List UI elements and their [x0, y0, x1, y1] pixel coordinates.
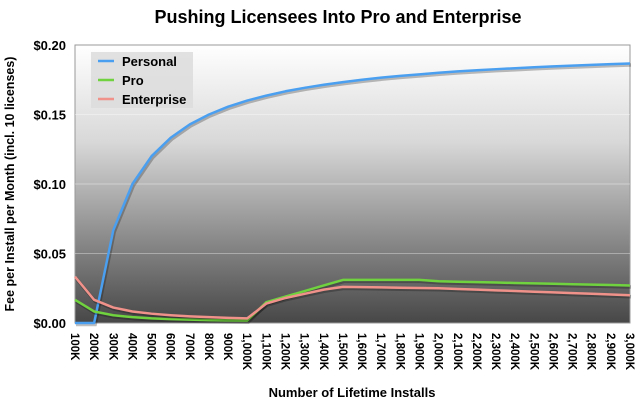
x-tick-label: 300K — [106, 333, 118, 361]
y-axis-label: Fee per Install per Month (incl. 10 lice… — [3, 57, 17, 312]
x-tick-label: 900K — [221, 333, 233, 361]
series-line-enterprise — [74, 275, 631, 320]
x-tick-label: 2,500K — [527, 333, 539, 371]
chart-title: Pushing Licensees Into Pro and Enterpris… — [154, 7, 521, 27]
legend-label: Enterprise — [122, 92, 186, 107]
x-tick-label: 400K — [125, 333, 137, 361]
legend-label: Personal — [122, 54, 177, 69]
x-tick-label: 2,900K — [604, 333, 616, 371]
x-axis-label: Number of Lifetime Installs — [269, 385, 436, 400]
y-tick-label: $0.20 — [33, 38, 66, 53]
x-tick-label: 2,800K — [585, 333, 597, 371]
series-shadow — [76, 63, 632, 327]
x-tick-label: 2,400K — [508, 333, 520, 371]
x-tick-label: 2,600K — [546, 333, 558, 371]
x-tick-label: 1,300K — [298, 333, 310, 371]
x-tick-label: 2,000K — [432, 333, 444, 371]
x-tick-label: 1,900K — [412, 333, 424, 371]
x-tick-label: 500K — [145, 333, 157, 361]
legend: Personal Pro Enterprise — [91, 52, 193, 108]
x-tick-label: 1,100K — [259, 333, 271, 371]
x-tick-label: 2,100K — [451, 333, 463, 371]
x-tick-label: 100K — [68, 333, 80, 361]
series-shadow — [74, 277, 632, 322]
x-tick-label: 800K — [202, 333, 214, 361]
y-tick-label: $0.15 — [33, 108, 66, 123]
x-tick-label: 1,600K — [355, 333, 367, 371]
x-tick-label: 3,000K — [623, 333, 635, 371]
y-tick-label: $0.00 — [33, 316, 66, 331]
x-tick-label: 1,000K — [240, 333, 252, 371]
x-tick-label: 1,400K — [317, 333, 329, 371]
x-tick-label: 600K — [164, 333, 176, 361]
x-tick-label: 1,500K — [336, 333, 348, 371]
x-tick-label: 700K — [183, 333, 195, 361]
x-tick-label: 1,800K — [393, 333, 405, 371]
x-tick-label: 2,700K — [566, 333, 578, 371]
series-line-pro — [74, 278, 631, 322]
x-tick-label: 2,200K — [470, 333, 482, 371]
x-tick-label: 2,300K — [489, 333, 501, 371]
legend-label: Pro — [122, 73, 144, 88]
x-tick-label: 1,200K — [279, 333, 291, 371]
series-line-personal — [75, 62, 631, 325]
y-tick-label: $0.05 — [33, 247, 66, 262]
x-tick-label: 200K — [87, 333, 99, 361]
series-shadow — [75, 279, 632, 324]
x-tick-label: 1,700K — [374, 333, 386, 371]
y-tick-label: $0.10 — [33, 177, 66, 192]
